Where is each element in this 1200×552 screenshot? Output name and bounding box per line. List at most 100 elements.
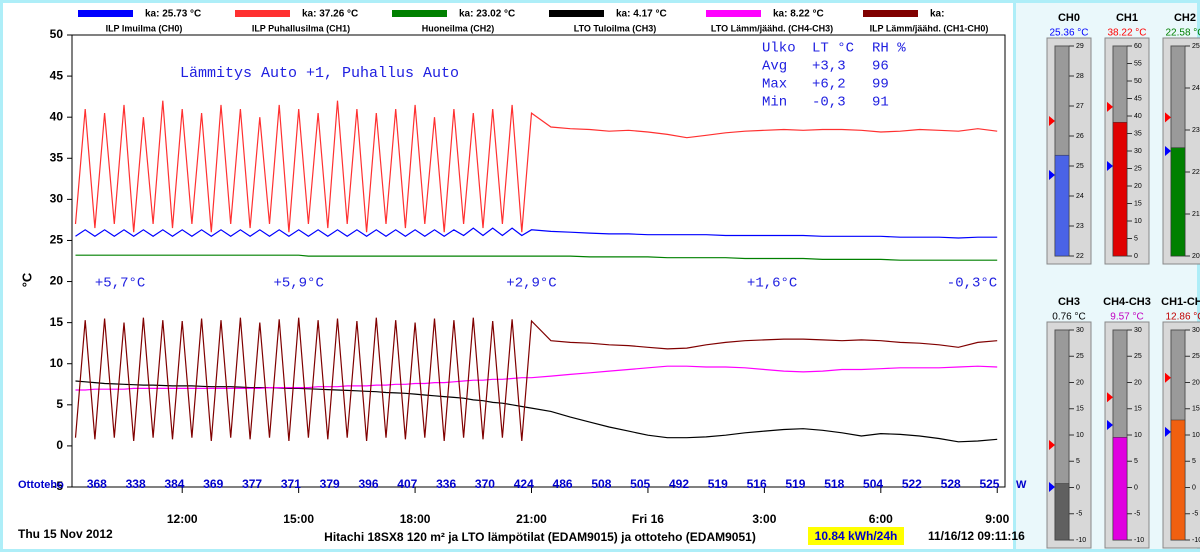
y-tick-label: 15 bbox=[50, 315, 64, 329]
gauge-tick-label: 30 bbox=[1134, 327, 1142, 334]
power-value: 370 bbox=[475, 477, 495, 491]
gauge-tick-label: -10 bbox=[1076, 537, 1086, 544]
legend-swatch bbox=[392, 10, 447, 17]
power-value: 492 bbox=[669, 477, 689, 491]
stats-cell: 91 bbox=[872, 95, 889, 111]
gauge-tick-label: 21 bbox=[1192, 211, 1200, 218]
y-axis-label: °C bbox=[19, 272, 34, 287]
gauge-tick-label: 25 bbox=[1192, 353, 1200, 360]
gauge-tick-label: 20 bbox=[1192, 253, 1200, 260]
power-value: 516 bbox=[747, 477, 767, 491]
gauge-fill bbox=[1112, 437, 1128, 541]
legend-label: Huoneilma (CH2) bbox=[422, 23, 495, 33]
power-value: 377 bbox=[242, 477, 262, 491]
gauge-tick-label: 22 bbox=[1192, 169, 1200, 176]
gauge-tick-label: 10 bbox=[1134, 218, 1142, 225]
stats-cell: Min bbox=[762, 95, 787, 111]
outdoor-temp: -0,3°C bbox=[947, 276, 997, 292]
gauge-tick-label: 20 bbox=[1134, 379, 1142, 386]
gauge-high-marker bbox=[1165, 112, 1171, 123]
gauge-high-marker bbox=[1107, 392, 1113, 403]
power-value: 338 bbox=[126, 477, 146, 491]
gauge-tick-label: 25 bbox=[1134, 353, 1142, 360]
legend-swatch bbox=[78, 10, 133, 17]
gauge-low-marker bbox=[1107, 161, 1113, 172]
y-tick-label: 45 bbox=[50, 68, 64, 82]
power-value: 519 bbox=[708, 477, 728, 491]
stats-cell: 99 bbox=[872, 77, 889, 93]
gauge-name: CH2 bbox=[1174, 12, 1196, 24]
x-tick-label: Fri 16 bbox=[632, 512, 664, 526]
gauge-value: 38.22 °C bbox=[1107, 28, 1146, 39]
gauge-value: 0.76 °C bbox=[1052, 312, 1085, 323]
x-tick-label: 21:00 bbox=[516, 512, 547, 526]
gauge-tick-label: -10 bbox=[1192, 537, 1200, 544]
power-value: 525 bbox=[979, 477, 999, 491]
gauge-value: 12.86 °C bbox=[1165, 312, 1200, 323]
gauge-tick-label: 25 bbox=[1076, 353, 1084, 360]
gauge-tick-label: 0 bbox=[1134, 253, 1138, 260]
gauge-tick-label: 29 bbox=[1076, 43, 1084, 50]
outdoor-temp: +2,9°C bbox=[506, 276, 556, 292]
footer-date: Thu 15 Nov 2012 bbox=[18, 527, 113, 541]
timestamp: 11/16/12 09:11:16 bbox=[928, 529, 1025, 543]
legend-average: ka: 8.22 °C bbox=[773, 9, 824, 20]
gauge-tick-label: 25 bbox=[1192, 43, 1200, 50]
power-value: 519 bbox=[785, 477, 805, 491]
gauge-tick-label: -5 bbox=[1192, 511, 1198, 518]
power-value: 522 bbox=[902, 477, 922, 491]
gauge-low-marker bbox=[1049, 481, 1055, 492]
gauge-tick-label: 20 bbox=[1192, 379, 1200, 386]
legend-average: ka: 4.17 °C bbox=[616, 9, 667, 20]
footer-title: Hitachi 18SX8 120 m² ja LTO lämpötilat (… bbox=[324, 530, 756, 544]
power-value: 504 bbox=[863, 477, 883, 491]
gauge-fill bbox=[1170, 419, 1186, 541]
series-line bbox=[74, 100, 998, 233]
series-line bbox=[75, 227, 998, 239]
gauge-tick-label: 0 bbox=[1076, 484, 1080, 491]
stats-cell: -0,3 bbox=[812, 95, 846, 111]
gauge-tick-label: 25 bbox=[1134, 165, 1142, 172]
power-value: 505 bbox=[630, 477, 650, 491]
power-value: 368 bbox=[87, 477, 107, 491]
gauge-high-marker bbox=[1049, 439, 1055, 450]
x-tick-label: 15:00 bbox=[283, 512, 314, 526]
x-tick-label: 6:00 bbox=[869, 512, 893, 526]
gauge-high-marker bbox=[1165, 372, 1171, 383]
gauge-name: CH3 bbox=[1058, 296, 1080, 308]
y-tick-label: 20 bbox=[50, 274, 64, 288]
gauge-tick-label: 10 bbox=[1076, 432, 1084, 439]
power-value: 371 bbox=[281, 477, 301, 491]
energy-badge bbox=[808, 527, 904, 545]
gauge-tick-label: 23 bbox=[1076, 223, 1084, 230]
x-tick-label: 18:00 bbox=[400, 512, 431, 526]
legend-swatch bbox=[235, 10, 290, 17]
gauge-value: 9.57 °C bbox=[1110, 312, 1143, 323]
gauge-tick-label: -10 bbox=[1134, 537, 1144, 544]
gauge-tick-label: 60 bbox=[1134, 43, 1142, 50]
gauge-fill bbox=[1054, 483, 1070, 541]
energy: 10.84 kWh/24h bbox=[815, 529, 898, 543]
legend-average: ka: 37.26 °C bbox=[302, 9, 358, 20]
y-tick-label: 30 bbox=[50, 192, 64, 206]
gauge-tick-label: 0 bbox=[1192, 484, 1196, 491]
gauge-tick-label: -5 bbox=[1134, 511, 1140, 518]
y-tick-label: 35 bbox=[50, 150, 64, 164]
gauge-tick-label: 30 bbox=[1134, 148, 1142, 155]
x-tick-label: 12:00 bbox=[167, 512, 198, 526]
y-tick-label: 25 bbox=[50, 233, 64, 247]
stats-cell: Max bbox=[762, 77, 787, 93]
legend-label: ILP Lämm/jäähd. (CH1-CH0) bbox=[870, 23, 989, 33]
gauge-tick-label: 5 bbox=[1134, 235, 1138, 242]
gauge-tick-label: 50 bbox=[1134, 78, 1142, 85]
gauge-tick-label: 20 bbox=[1134, 183, 1142, 190]
gauge-value: 22.58 °C bbox=[1165, 28, 1200, 39]
power-value: 518 bbox=[824, 477, 844, 491]
power-value: 486 bbox=[553, 477, 573, 491]
gauge-low-marker bbox=[1107, 420, 1113, 431]
gauge-tick-label: 20 bbox=[1076, 379, 1084, 386]
gauge-tick-label: 40 bbox=[1134, 113, 1142, 120]
legend-label: LTO Tuloilma (CH3) bbox=[574, 23, 657, 33]
gauge-tick-label: 55 bbox=[1134, 60, 1142, 67]
outdoor-temp: +5,9°C bbox=[273, 276, 323, 292]
